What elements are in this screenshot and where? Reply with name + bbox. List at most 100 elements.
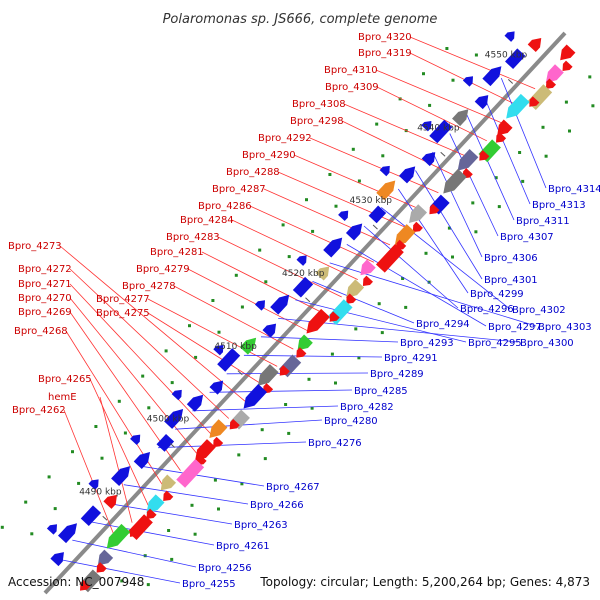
- gene-arrow[interactable]: [293, 347, 307, 360]
- gene-arrow[interactable]: [426, 203, 440, 217]
- gene-arrow[interactable]: [474, 91, 493, 110]
- gene-arrow[interactable]: [398, 163, 419, 184]
- forward-gene-label[interactable]: Bpro_4287: [212, 184, 266, 195]
- forward-gene-label[interactable]: Bpro_4292: [258, 133, 312, 144]
- forward-gene-label[interactable]: Bpro_4290: [242, 150, 296, 161]
- gene-arrow[interactable]: [77, 580, 91, 593]
- gene-arrow[interactable]: [213, 342, 226, 356]
- forward-gene-label[interactable]: Bpro_4269: [18, 307, 72, 318]
- gene-arrow[interactable]: [476, 150, 490, 163]
- reverse-gene-label[interactable]: Bpro_4256: [198, 563, 252, 574]
- gene-block[interactable]: [156, 434, 175, 452]
- gene-arrow[interactable]: [493, 132, 507, 145]
- gene-arrow[interactable]: [482, 62, 505, 87]
- gene-block[interactable]: [292, 276, 314, 298]
- reverse-gene-label[interactable]: Bpro_4280: [324, 416, 378, 427]
- reverse-gene-label[interactable]: Bpro_4311: [516, 216, 570, 227]
- gene-arrow[interactable]: [326, 311, 340, 324]
- gene-block[interactable]: [80, 505, 102, 527]
- forward-gene-label[interactable]: Bpro_4309: [325, 82, 379, 93]
- reverse-gene-label[interactable]: Bpro_4313: [532, 200, 586, 211]
- gene-arrow[interactable]: [343, 293, 357, 306]
- gene-arrow[interactable]: [360, 275, 373, 289]
- gene-arrow[interactable]: [379, 163, 393, 177]
- gene-arrow[interactable]: [323, 234, 346, 258]
- reverse-gene-label[interactable]: Bpro_4293: [400, 338, 454, 349]
- gene-arrow[interactable]: [127, 526, 140, 539]
- reverse-gene-label[interactable]: Bpro_4303: [538, 322, 592, 333]
- gene-arrow[interactable]: [239, 383, 268, 413]
- gene-arrow[interactable]: [111, 462, 134, 487]
- forward-gene-label[interactable]: Bpro_4272: [18, 264, 72, 275]
- gene-arrow[interactable]: [164, 405, 187, 429]
- gene-arrow[interactable]: [356, 259, 376, 279]
- gene-arrow[interactable]: [439, 168, 467, 198]
- gene-arrow[interactable]: [209, 377, 228, 395]
- reverse-gene-label[interactable]: Bpro_4266: [250, 500, 304, 511]
- forward-gene-label[interactable]: Bpro_4319: [358, 48, 412, 59]
- gene-block[interactable]: [375, 243, 404, 273]
- gene-arrow[interactable]: [338, 208, 351, 222]
- forward-gene-label[interactable]: Bpro_4320: [358, 32, 412, 43]
- gene-arrow[interactable]: [315, 263, 334, 281]
- forward-gene-label[interactable]: Bpro_4284: [180, 215, 234, 226]
- reverse-gene-label[interactable]: Bpro_4282: [340, 402, 394, 413]
- forward-gene-label[interactable]: Bpro_4310: [324, 65, 378, 76]
- gene-block[interactable]: [368, 205, 387, 224]
- gene-arrow[interactable]: [93, 562, 107, 575]
- reverse-gene-label[interactable]: Bpro_4263: [234, 520, 288, 531]
- reverse-gene-label[interactable]: Bpro_4307: [500, 232, 554, 243]
- gene-arrow[interactable]: [254, 297, 268, 311]
- gene-arrow[interactable]: [293, 334, 313, 355]
- forward-gene-label[interactable]: Bpro_4288: [226, 167, 280, 178]
- gene-arrow[interactable]: [493, 119, 513, 140]
- gene-block[interactable]: [429, 119, 453, 144]
- reverse-gene-label[interactable]: Bpro_4301: [484, 275, 538, 286]
- forward-gene-label[interactable]: Bpro_4275: [96, 308, 150, 319]
- forward-gene-label[interactable]: hemE: [48, 392, 77, 403]
- gene-block[interactable]: [505, 48, 526, 70]
- gene-arrow[interactable]: [556, 44, 576, 64]
- gene-arrow[interactable]: [421, 148, 440, 167]
- gene-arrow[interactable]: [254, 364, 279, 390]
- reverse-gene-label[interactable]: Bpro_4300: [520, 338, 574, 349]
- gene-arrow[interactable]: [543, 78, 556, 91]
- gene-block[interactable]: [176, 459, 205, 488]
- gene-arrow[interactable]: [143, 508, 157, 522]
- gene-arrow[interactable]: [57, 519, 81, 544]
- reverse-gene-label[interactable]: Bpro_4285: [354, 386, 408, 397]
- reverse-gene-label[interactable]: Bpro_4267: [266, 482, 320, 493]
- reverse-gene-label[interactable]: Bpro_4289: [370, 369, 424, 380]
- gene-arrow[interactable]: [502, 93, 530, 123]
- gene-arrow[interactable]: [262, 320, 281, 338]
- gene-arrow[interactable]: [541, 64, 564, 87]
- reverse-gene-label[interactable]: Bpro_4296: [460, 304, 514, 315]
- forward-gene-label[interactable]: Bpro_4278: [122, 281, 176, 292]
- forward-gene-label[interactable]: Bpro_4271: [18, 279, 72, 290]
- gene-arrow[interactable]: [103, 491, 121, 509]
- gene-arrow[interactable]: [296, 252, 310, 266]
- reverse-gene-label[interactable]: Bpro_4297: [488, 322, 542, 333]
- gene-arrow[interactable]: [527, 34, 546, 52]
- gene-arrow[interactable]: [559, 60, 573, 74]
- reverse-gene-label[interactable]: Bpro_4314: [548, 184, 600, 195]
- gene-arrow[interactable]: [239, 334, 260, 355]
- forward-gene-label[interactable]: Bpro_4286: [198, 201, 252, 212]
- gene-arrow[interactable]: [130, 432, 143, 446]
- gene-arrow[interactable]: [186, 391, 207, 412]
- gene-arrow[interactable]: [270, 291, 293, 315]
- gene-arrow[interactable]: [526, 96, 540, 109]
- gene-arrow[interactable]: [226, 418, 240, 432]
- reverse-gene-label[interactable]: Bpro_4294: [416, 319, 470, 330]
- reverse-gene-label[interactable]: Bpro_4261: [216, 541, 270, 552]
- forward-gene-label[interactable]: Bpro_4270: [18, 293, 72, 304]
- gene-arrow[interactable]: [452, 105, 472, 127]
- forward-gene-label[interactable]: Bpro_4262: [12, 405, 66, 416]
- gene-arrow[interactable]: [50, 548, 68, 567]
- gene-arrow[interactable]: [376, 177, 399, 201]
- reverse-gene-label[interactable]: Bpro_4295: [468, 338, 522, 349]
- forward-gene-label[interactable]: Bpro_4308: [292, 99, 346, 110]
- gene-arrow[interactable]: [405, 204, 428, 227]
- gene-arrow[interactable]: [133, 448, 154, 469]
- forward-gene-label[interactable]: Bpro_4281: [150, 247, 204, 258]
